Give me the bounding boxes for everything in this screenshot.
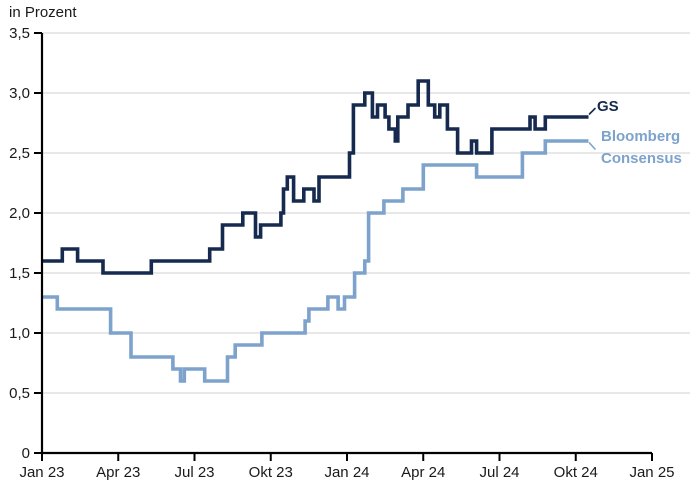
x-tick-label: Okt 24 <box>554 464 598 481</box>
y-tick-label: 0 <box>22 445 30 462</box>
consensus-leader-icon <box>588 142 596 150</box>
x-tick-label: Jan 23 <box>19 464 64 481</box>
x-tick-label: Apr 24 <box>401 464 445 481</box>
x-tick-label: Jul 23 <box>174 464 214 481</box>
y-tick-label: 3,5 <box>9 25 30 42</box>
y-tick-label: 2,0 <box>9 205 30 222</box>
y-tick-label: 1,0 <box>9 325 30 342</box>
legend-gs-label: GS <box>597 98 619 115</box>
y-tick-label: 3,0 <box>9 85 30 102</box>
y-tick-label: 1,5 <box>9 265 30 282</box>
y-tick-label: 2,5 <box>9 145 30 162</box>
y-tick-label: 0,5 <box>9 385 30 402</box>
legend-consensus-label: Bloomberg Consensus <box>601 128 682 167</box>
chart-generated-layer: 0 0,5 1,0 1,5 2,0 2,5 3,0 3,5 Jan 23 Apr 23 Jul 23… <box>9 25 690 481</box>
x-tick-label: Okt 23 <box>249 464 293 481</box>
gs-leader-icon <box>588 107 596 115</box>
x-tick-label: Jan 24 <box>324 464 369 481</box>
y-axis-unit-label: in Prozent <box>9 4 77 21</box>
x-tick-label: Jul 24 <box>479 464 519 481</box>
x-tick-label: Jan 25 <box>629 464 674 481</box>
consensus-line <box>42 139 589 383</box>
gs-line <box>42 79 589 275</box>
x-tick-label: Apr 23 <box>96 464 140 481</box>
